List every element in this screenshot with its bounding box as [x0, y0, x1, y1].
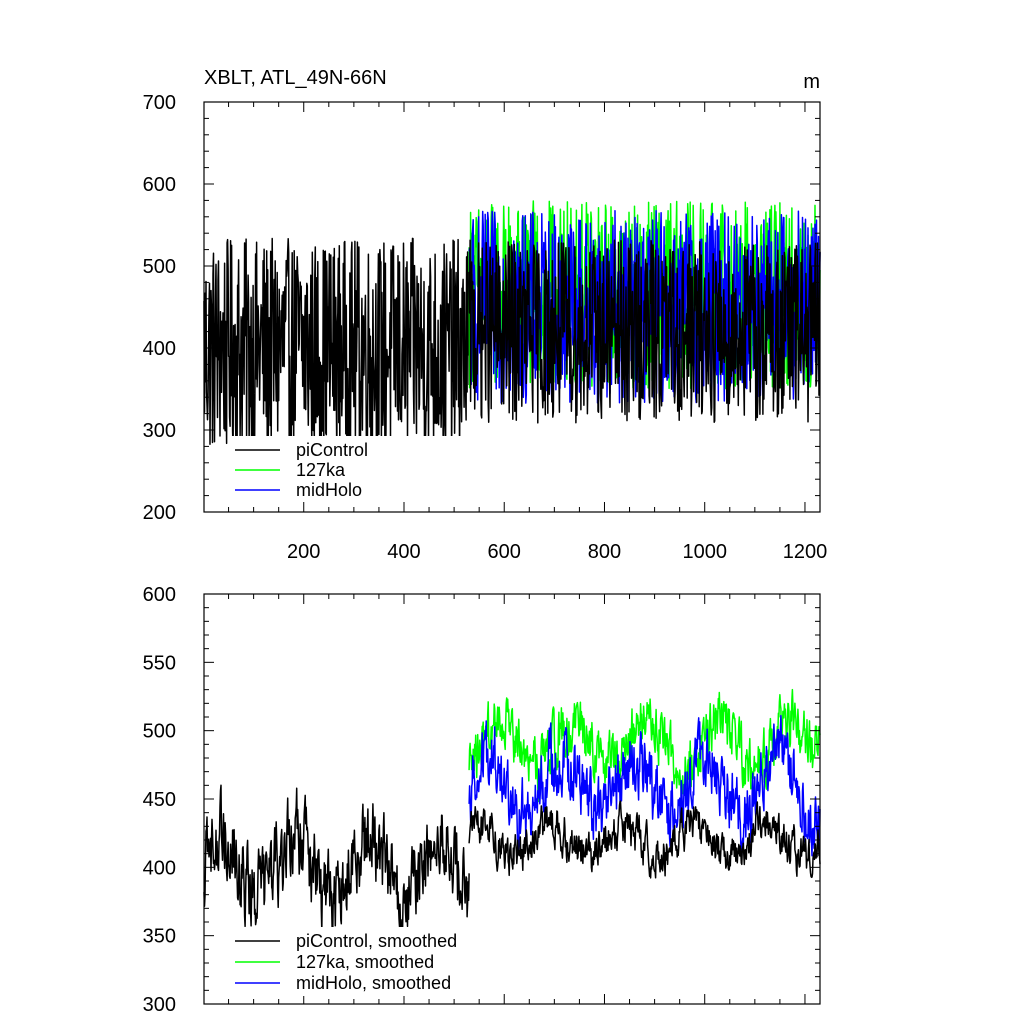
- units-label: m: [803, 71, 820, 93]
- series-line-midholo-smoothed: [468, 714, 821, 857]
- y-tick-label: 600: [143, 174, 176, 196]
- y-tick-label: 400: [143, 338, 176, 360]
- y-tick-label: 550: [143, 652, 176, 674]
- y-tick-label: 700: [143, 92, 176, 114]
- legend-label: piControl, smoothed: [296, 931, 457, 951]
- y-tick-label: 500: [143, 256, 176, 278]
- legend-label: 127ka, smoothed: [296, 952, 434, 972]
- series-line-picontrol-smoothed: [203, 784, 470, 939]
- y-tick-label: 500: [143, 721, 176, 743]
- y-tick-label: 400: [143, 857, 176, 879]
- legend-background: [231, 436, 491, 502]
- legend-label: 127ka: [296, 460, 346, 480]
- legend-label: midHolo, smoothed: [296, 973, 451, 993]
- y-tick-label: 200: [143, 502, 176, 524]
- y-tick-label: 600: [143, 584, 176, 606]
- series-line-picontrol: [203, 237, 470, 459]
- series-line-unnamed-3: [468, 800, 821, 879]
- chart-title: XBLT, ATL_49N-66N: [204, 67, 387, 89]
- x-tick-label: 400: [387, 541, 420, 563]
- axes-layer: 200 400 600 800 1000 1200 200 300 400 500 600 700: [143, 92, 828, 563]
- series-layer: [203, 688, 821, 939]
- series-line-unnamed-3: [468, 239, 821, 424]
- x-tick-label: 1000: [682, 541, 727, 563]
- plot-frame: [203, 101, 821, 513]
- legend-label: piControl: [296, 440, 368, 460]
- x-tick-label: 800: [588, 541, 621, 563]
- chart-panel-top: XBLT, ATL_49N-66N m 200 400 600 800 1000 1200…: [143, 67, 828, 563]
- axes-layer: 300 350 400 450 500 550 600: [143, 584, 821, 1016]
- legend-label: midHolo: [296, 480, 362, 500]
- x-tick-label: 200: [287, 541, 320, 563]
- y-tick-label: 300: [143, 420, 176, 442]
- y-tick-label: 300: [143, 994, 176, 1016]
- series-line-midholo: [468, 210, 821, 404]
- x-tick-label: 1200: [783, 541, 828, 563]
- y-tick-label: 450: [143, 789, 176, 811]
- x-tick-label: 600: [488, 541, 521, 563]
- y-tick-label: 350: [143, 926, 176, 948]
- chart-panel-bottom: 300 350 400 450 500 550 600 piControl, smoothe…: [143, 584, 821, 1016]
- series-layer: [203, 200, 821, 459]
